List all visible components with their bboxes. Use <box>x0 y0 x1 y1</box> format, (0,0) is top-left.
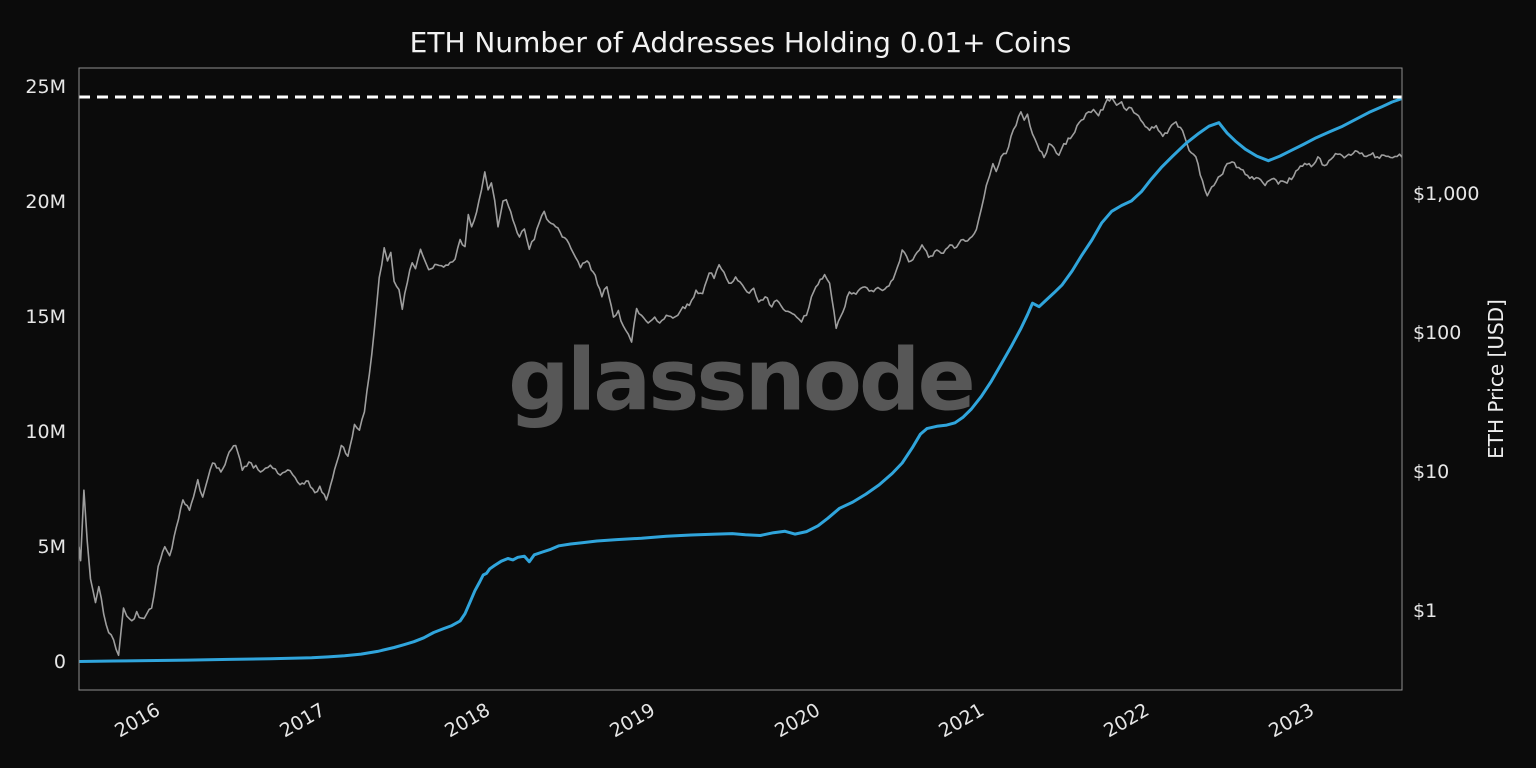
left-axis-tick-label: 25M <box>25 76 66 99</box>
right-axis-tick-label: $1,000 <box>1413 183 1480 205</box>
addresses-line <box>79 97 1402 663</box>
price-line <box>79 96 1402 657</box>
right-axis-tick-label: $10 <box>1413 461 1450 483</box>
left-axis-tick-label: 5M <box>37 536 66 558</box>
chart-title: ETH Number of Addresses Holding 0.01+ Co… <box>409 26 1072 59</box>
left-axis-tick-label: 15M <box>25 306 66 328</box>
left-axis-tick-label: 0 <box>53 650 66 673</box>
glassnode-watermark: glassnode <box>508 330 976 431</box>
right-axis-tick-label: $100 <box>1413 322 1462 344</box>
left-axis-tick-label: 10M <box>25 421 66 443</box>
left-axis-tick-label: 20M <box>25 191 66 214</box>
right-axis-tick-label: $1 <box>1413 600 1438 622</box>
right-axis-title: ETH Price [USD] <box>1484 299 1508 459</box>
plot-border <box>78 67 1403 691</box>
